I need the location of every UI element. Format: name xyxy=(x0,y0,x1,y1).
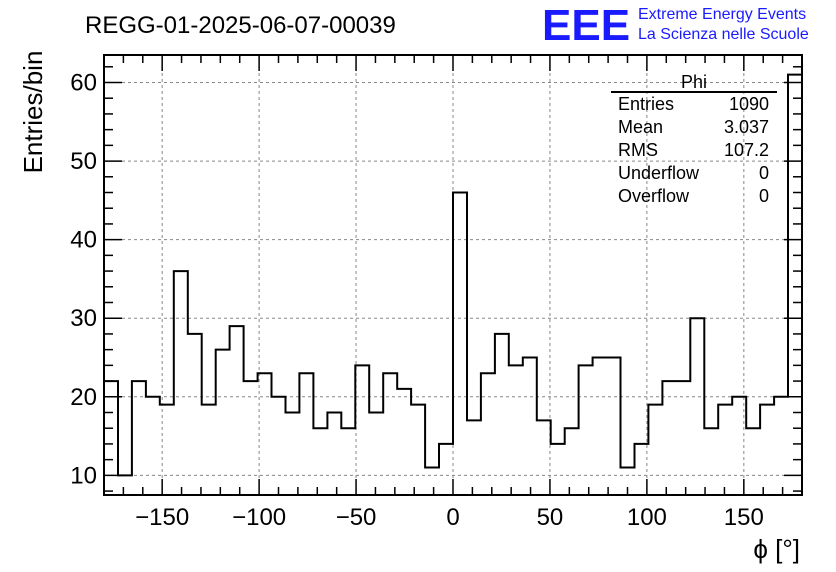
x-tick-label-4: 50 xyxy=(537,504,564,531)
y-tick-label-0: 10 xyxy=(70,462,97,489)
chart-title: REGG-01-2025-06-07-00039 xyxy=(85,12,396,39)
logo-line2: La Scienza nelle Scuole xyxy=(638,26,809,43)
y-tick-label-4: 50 xyxy=(70,148,97,175)
x-axis-label: ϕ [°] xyxy=(753,534,800,564)
axes: −150 −100 −50 0 50 100 150 10 20 30 40 50 60 xyxy=(70,54,803,531)
x-tick-label-6: 150 xyxy=(724,504,764,531)
y-tick-label-1: 20 xyxy=(70,384,97,411)
x-tick-label-1: −100 xyxy=(232,504,286,531)
stats-label-rms: RMS xyxy=(618,140,658,160)
stats-label-underflow: Underflow xyxy=(618,163,700,183)
stats-value-entries: 1090 xyxy=(729,94,769,114)
stats-label-entries: Entries xyxy=(618,94,674,114)
logo-line1: Extreme Energy Events xyxy=(638,6,806,23)
histogram-line xyxy=(104,73,802,477)
stats-value-overflow: 0 xyxy=(759,186,769,206)
y-tick-label-2: 30 xyxy=(70,305,97,332)
stats-value-rms: 107.2 xyxy=(724,140,769,160)
stats-value-mean: 3.037 xyxy=(724,117,769,137)
y-tick-label-5: 60 xyxy=(70,70,97,97)
x-tick-label-5: 100 xyxy=(627,504,667,531)
stats-title: Phi xyxy=(681,72,707,92)
stats-label-mean: Mean xyxy=(618,117,663,137)
x-tick-label-0: −150 xyxy=(135,504,189,531)
logo-mark: EEE xyxy=(542,1,630,50)
y-tick-label-3: 40 xyxy=(70,227,97,254)
x-tick-label-2: −50 xyxy=(336,504,377,531)
x-tick-label-3: 0 xyxy=(446,504,459,531)
stats-label-overflow: Overflow xyxy=(618,186,690,206)
y-axis-label: Entries/bin xyxy=(18,51,48,174)
eee-logo: EEE Extreme Energy Events La Scienza nel… xyxy=(542,1,809,50)
stats-box: Phi Entries 1090 Mean 3.037 RMS 107.2 Un… xyxy=(611,72,777,206)
stats-value-underflow: 0 xyxy=(759,163,769,183)
